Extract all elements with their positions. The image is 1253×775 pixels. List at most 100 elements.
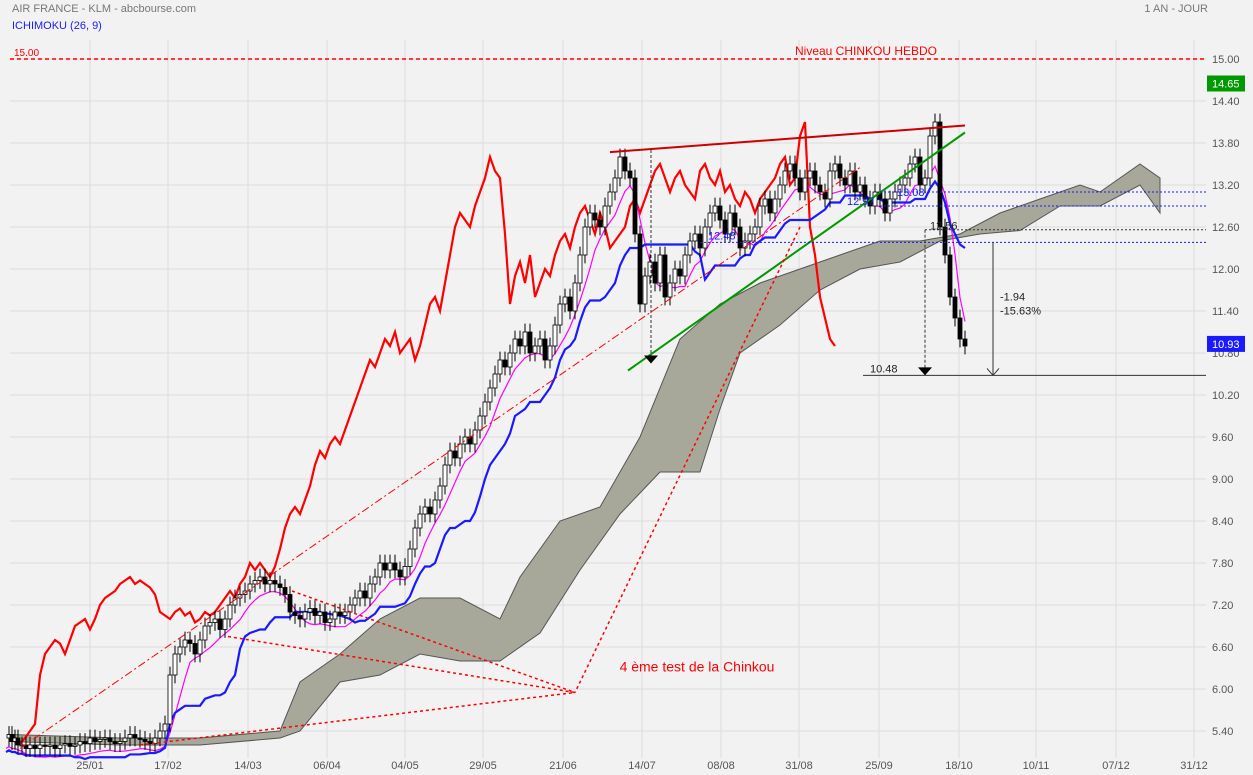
x-tick-label: 14/03 (234, 760, 262, 772)
candle-body (152, 737, 158, 744)
period-label: 1 AN - JOUR (1144, 3, 1208, 15)
y-tick-label: 8.40 (1212, 516, 1233, 528)
candle-body (737, 226, 743, 249)
label-drop-pct: -15.63% (1000, 306, 1041, 318)
candle-body (327, 618, 333, 623)
candle-body (437, 485, 443, 501)
candle-body (912, 156, 918, 165)
y-tick-label: 7.20 (1212, 600, 1233, 612)
candle-body (417, 513, 423, 529)
label-drop-abs: -1.94 (1000, 292, 1025, 304)
y-tick-label: 15.00 (1212, 54, 1240, 66)
candle-body (322, 611, 328, 623)
grid (10, 40, 1206, 758)
chinkou-level-label: Niveau CHINKOU HEBDO (795, 44, 937, 58)
candle-body (187, 639, 193, 644)
candle-body (687, 240, 693, 256)
candle-body (222, 618, 228, 630)
candle-body (847, 170, 853, 186)
candle-body (257, 576, 263, 581)
candle-body (597, 219, 603, 228)
candle-body (832, 163, 838, 172)
candle-body (607, 191, 613, 207)
candle-body (407, 548, 413, 567)
candle-body (172, 653, 178, 676)
candle-body (412, 527, 418, 550)
y-tick-label: 12.00 (1212, 264, 1240, 276)
candle-body (52, 744, 58, 749)
x-tick-label: 31/12 (1180, 760, 1208, 772)
candle-body (762, 198, 768, 207)
candle-body (777, 184, 783, 200)
candle-body (377, 562, 383, 578)
candle-body (757, 205, 763, 228)
candle-body (87, 737, 93, 744)
ichimoku-cloud (9, 163, 1161, 746)
candle-body (512, 338, 518, 354)
candle-body (542, 338, 548, 361)
candle-body (302, 611, 308, 620)
y-tick-label: 7.80 (1212, 558, 1233, 570)
candle-body (267, 580, 273, 585)
candle-body (177, 646, 183, 655)
annotations: 15.00 Niveau CHINKOU HEBDO 4 ème test de l… (10, 44, 1206, 749)
candle-body (127, 734, 133, 739)
cloud-area (9, 163, 1161, 746)
candle-body (297, 615, 303, 620)
last-price-badge: 10.93 (1212, 339, 1240, 351)
candle-body (902, 177, 908, 186)
candle-body (317, 611, 323, 616)
candle-body (517, 338, 523, 347)
candle-body (892, 191, 898, 200)
candle-body (487, 387, 493, 403)
candle-body (387, 562, 393, 571)
x-tick-label: 14/07 (628, 760, 656, 772)
target-arrow-left-head (644, 355, 658, 364)
candle-body (587, 212, 593, 228)
candle-body (252, 580, 258, 585)
candle-body (117, 741, 123, 744)
y-axis: 15.0014.4013.8013.2012.6012.0011.4010.80… (1207, 54, 1245, 738)
candle-body (647, 261, 653, 277)
candle-body (57, 744, 63, 749)
candle-body (147, 741, 153, 744)
candle-body (657, 254, 663, 284)
x-tick-label: 08/08 (707, 760, 735, 772)
candle-body (432, 499, 438, 515)
candle-body (442, 464, 448, 487)
candle-body (792, 163, 798, 179)
candle-body (702, 226, 708, 249)
kijun-line (5, 179, 966, 761)
y-tick-label: 6.00 (1212, 684, 1233, 696)
candle-body (772, 198, 778, 214)
candle-body (457, 443, 463, 459)
candle-body (732, 212, 738, 228)
y-tick-label: 10.20 (1212, 390, 1240, 402)
chinkou-test-line (291, 590, 576, 694)
y-tick-label: 5.40 (1212, 726, 1233, 738)
chinkou-test-line (574, 226, 801, 693)
candle-body (227, 604, 233, 620)
candle-body (562, 296, 568, 305)
x-tick-label: 29/05 (469, 760, 497, 772)
candle-body (357, 590, 363, 599)
candle-body (962, 338, 968, 347)
candle-body (452, 450, 458, 459)
candle-body (27, 744, 33, 749)
high-price-badge: 14.65 (1212, 79, 1240, 91)
long-trendline (19, 167, 861, 749)
candle-body (752, 226, 758, 235)
chikou-line (14, 121, 836, 745)
candle-body (582, 226, 588, 256)
x-tick-label: 25/09 (865, 760, 893, 772)
support-trendline (627, 131, 966, 372)
candle-body (167, 674, 173, 725)
candle-body (287, 594, 293, 613)
candle-body (697, 233, 703, 249)
candle-body (692, 233, 698, 242)
candle-body (507, 352, 513, 368)
high-price-badge-bg (1207, 75, 1245, 92)
indicator-lines (5, 121, 966, 761)
candle-body (862, 184, 868, 200)
